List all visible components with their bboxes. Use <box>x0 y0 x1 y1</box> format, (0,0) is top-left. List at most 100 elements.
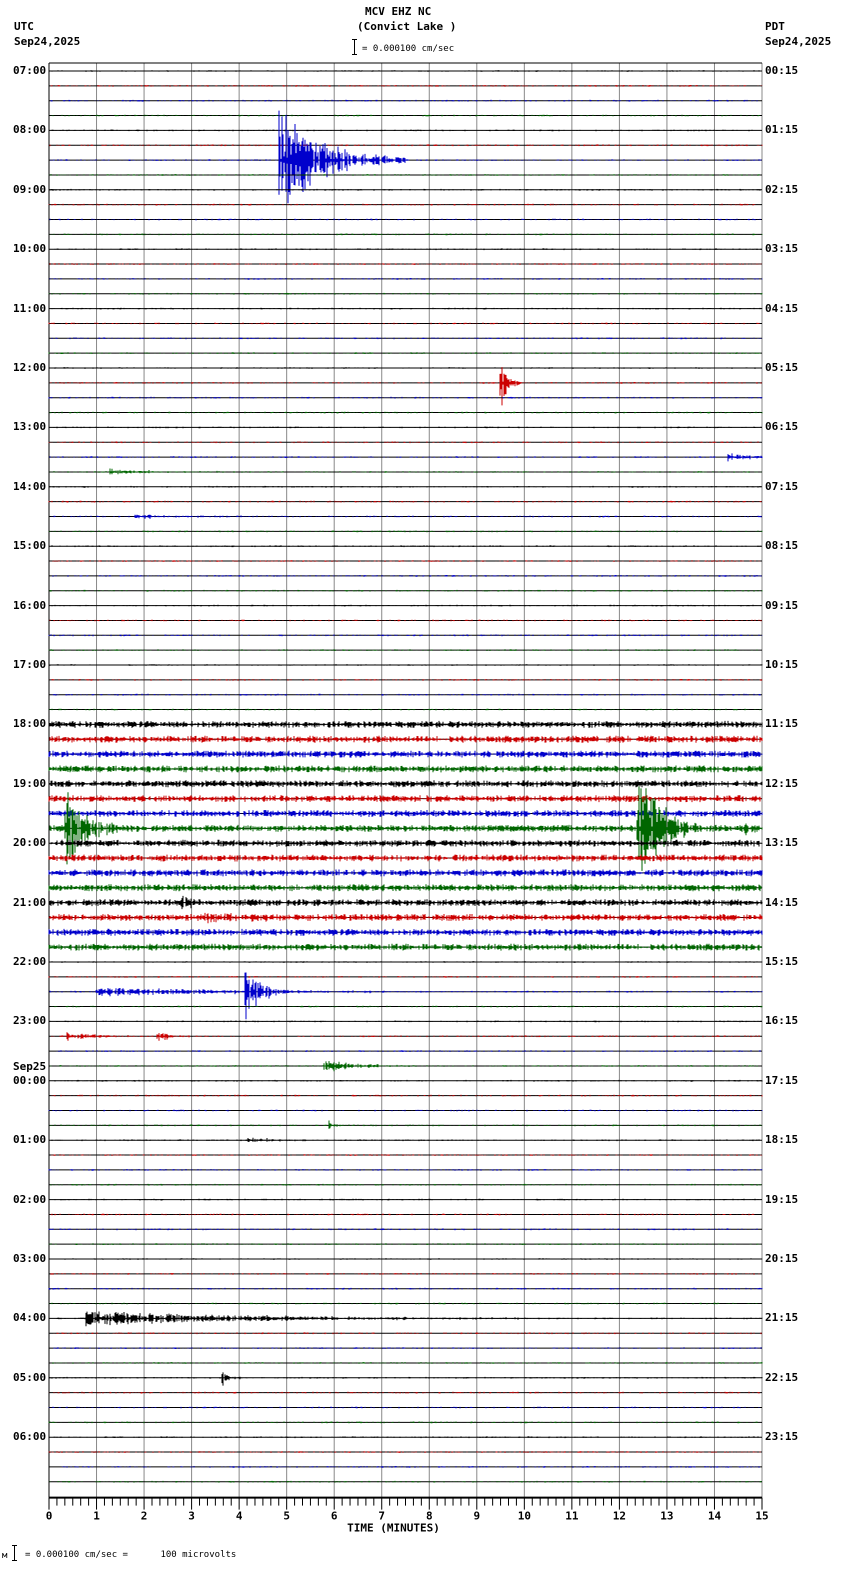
utc-hour-label: 14:00 <box>13 479 47 493</box>
utc-hour-label: 03:00 <box>13 1252 47 1265</box>
x-tick-label: 6 <box>331 1510 338 1523</box>
header-station: MCV EHZ NC <box>365 5 432 18</box>
pdt-hour-label: 21:15 <box>765 1311 799 1325</box>
x-axis-title: TIME (MINUTES) <box>347 1522 440 1535</box>
pdt-hour-label: 11:15 <box>765 717 799 731</box>
x-tick-label: 3 <box>188 1510 195 1523</box>
seismic-trace <box>48 854 763 862</box>
utc-hour-label: 13:00 <box>13 420 47 434</box>
right-date: Sep24,2025 <box>765 35 832 48</box>
x-tick-label: 8 <box>426 1510 433 1523</box>
utc-hour-label: 09:00 <box>13 182 47 196</box>
pdt-hour-label: 09:15 <box>765 598 799 612</box>
x-tick-label: 0 <box>46 1510 53 1523</box>
utc-hour-label: 06:00 <box>13 1430 47 1444</box>
footer-scale-text: = 0.000100 cm/sec = 100 microvolts <box>25 1550 237 1560</box>
seismic-trace <box>56 1050 761 1052</box>
pdt-hour-label: 01:15 <box>765 123 799 137</box>
x-tick-label: 14 <box>708 1510 722 1523</box>
x-tick-label: 2 <box>141 1510 148 1523</box>
pdt-hour-label: 14:15 <box>765 895 799 909</box>
utc-hour-label: 22:00 <box>13 955 47 968</box>
utc-hour-label: 23:00 <box>13 1014 47 1028</box>
utc-hour-label: 01:00 <box>13 1133 47 1147</box>
utc-hour-label: 20:00 <box>13 836 47 850</box>
x-tick-label: 7 <box>378 1510 385 1523</box>
utc-hour-label: 04:00 <box>13 1311 47 1325</box>
seismic-trace <box>48 129 753 132</box>
seismic-trace <box>48 786 763 871</box>
header-scale-text: = 0.000100 cm/sec <box>362 44 455 54</box>
utc-hour-label: 02:00 <box>13 1192 47 1206</box>
seismic-trace <box>51 1005 763 1008</box>
seismic-trace <box>48 1109 763 1112</box>
seismic-trace <box>48 912 763 924</box>
date-change-label: Sep25 <box>13 1059 47 1073</box>
utc-hour-label: 08:00 <box>13 123 47 137</box>
pdt-hour-label: 20:15 <box>765 1252 799 1265</box>
scale-bar-icon <box>352 39 357 55</box>
pdt-hour-label: 05:15 <box>765 361 799 374</box>
seismic-trace <box>49 972 763 1020</box>
utc-hour-label: 12:00 <box>13 361 47 374</box>
seismic-trace <box>49 1480 762 1483</box>
left-timezone: UTC <box>14 20 34 33</box>
pdt-hour-label: 06:15 <box>765 420 799 434</box>
pdt-hour-label: 10:15 <box>765 658 799 671</box>
seismic-trace <box>48 810 763 817</box>
utc-hour-label: 21:00 <box>13 895 47 909</box>
pdt-hour-label: 18:15 <box>765 1133 799 1147</box>
pdt-hour-label: 19:15 <box>765 1192 799 1206</box>
seismic-trace <box>48 928 763 936</box>
seismic-trace <box>48 735 763 743</box>
x-tick-label: 4 <box>236 1510 243 1523</box>
pdt-hour-label: 17:15 <box>765 1073 799 1087</box>
pdt-hour-label: 12:15 <box>765 776 799 790</box>
seismic-trace <box>49 70 761 72</box>
utc-hour-label: 11:00 <box>13 301 47 315</box>
utc-hour-label: 10:00 <box>13 242 47 256</box>
seismic-trace <box>49 560 761 562</box>
seismic-trace <box>48 895 763 910</box>
left-date: Sep24,2025 <box>14 35 81 48</box>
utc-hour-label: 15:00 <box>13 539 47 553</box>
footer-prefix: м <box>2 1551 8 1561</box>
seismic-trace <box>48 720 763 728</box>
pdt-hour-label: 04:15 <box>765 301 799 315</box>
header-location: (Convict Lake ) <box>357 20 457 33</box>
seismic-trace <box>48 943 763 951</box>
pdt-hour-label: 07:15 <box>765 479 799 493</box>
seismic-trace <box>49 1120 763 1129</box>
seismic-trace <box>48 203 760 206</box>
seismic-trace <box>48 780 763 788</box>
pdt-hour-label: 03:15 <box>765 242 799 256</box>
pdt-hour-label: 02:15 <box>765 182 799 196</box>
x-tick-label: 13 <box>660 1510 673 1523</box>
pdt-hour-label: 13:15 <box>765 836 799 850</box>
pdt-hour-label: 23:15 <box>765 1430 799 1444</box>
seismic-trace <box>48 765 763 773</box>
seismic-trace <box>48 1372 763 1386</box>
utc-hour-label: 07:00 <box>13 64 47 77</box>
utc-hour-label: 00:00 <box>13 1073 47 1087</box>
x-tick-label: 5 <box>283 1510 290 1523</box>
seismic-trace <box>48 839 763 847</box>
x-tick-label: 1 <box>93 1510 100 1523</box>
x-tick-label: 10 <box>518 1510 531 1523</box>
seismic-trace <box>49 411 763 414</box>
pdt-hour-label: 16:15 <box>765 1014 799 1028</box>
pdt-hour-label: 22:15 <box>765 1370 799 1384</box>
seismic-trace <box>49 367 762 406</box>
utc-hour-label: 19:00 <box>13 776 47 790</box>
seismic-trace <box>48 795 763 803</box>
utc-hour-label: 18:00 <box>13 717 47 731</box>
pdt-hour-label: 00:15 <box>765 64 799 77</box>
x-tick-label: 15 <box>755 1510 768 1523</box>
seismic-trace <box>48 750 763 758</box>
right-timezone: PDT <box>765 20 785 33</box>
pdt-hour-label: 08:15 <box>765 539 799 553</box>
footer-scale-bar-icon <box>12 1545 17 1561</box>
seismic-trace <box>48 869 763 877</box>
seismic-trace <box>49 233 763 236</box>
